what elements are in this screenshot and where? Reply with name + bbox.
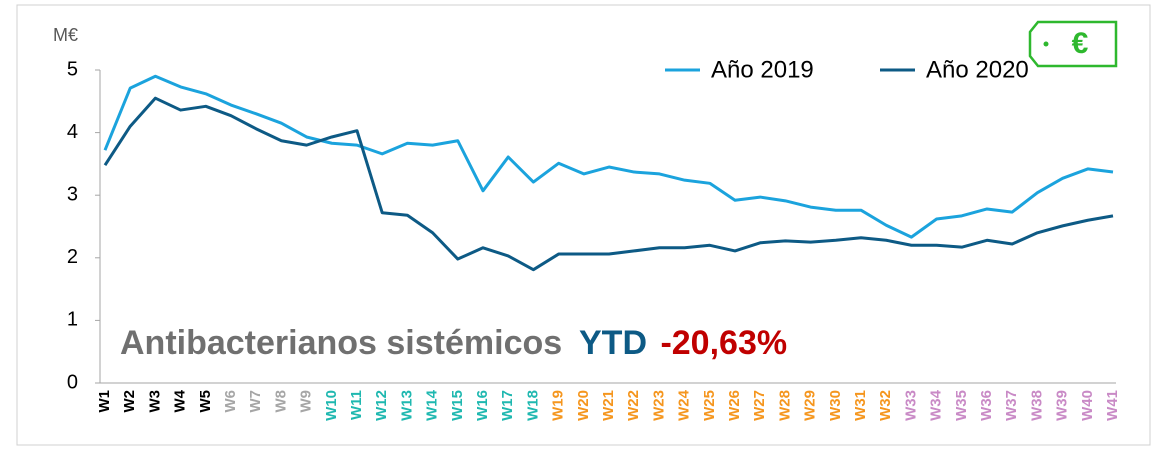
x-tick-label: W27 bbox=[751, 390, 768, 421]
x-tick-label: W9 bbox=[298, 390, 315, 413]
y-unit: M€ bbox=[53, 25, 78, 45]
y-tick-label: 3 bbox=[67, 183, 78, 205]
badge-tag bbox=[1028, 20, 1118, 68]
x-tick-label: W38 bbox=[1028, 390, 1045, 421]
x-tick-label: W2 bbox=[121, 390, 138, 413]
legend-label: Año 2019 bbox=[711, 56, 814, 83]
x-tick-label: W19 bbox=[550, 390, 567, 421]
x-tick-label: W12 bbox=[373, 390, 390, 421]
annotation-ytd: YTD bbox=[579, 324, 647, 362]
x-tick-label: W20 bbox=[575, 390, 592, 421]
x-tick-label: W17 bbox=[499, 390, 516, 421]
x-tick-label: W8 bbox=[272, 390, 289, 413]
x-tick-label: W30 bbox=[827, 390, 844, 421]
x-tick-label: W6 bbox=[222, 390, 239, 413]
x-tick-label: W34 bbox=[928, 389, 945, 421]
x-tick-label: W39 bbox=[1054, 390, 1071, 421]
y-tick-label: 0 bbox=[67, 371, 78, 393]
x-tick-label: W5 bbox=[197, 390, 214, 413]
x-tick-label: W24 bbox=[676, 389, 693, 421]
x-tick-label: W22 bbox=[625, 390, 642, 421]
x-tick-label: W31 bbox=[852, 390, 869, 421]
badge-text: € bbox=[1072, 27, 1089, 60]
x-tick-label: W25 bbox=[701, 390, 718, 421]
badge-dot bbox=[1043, 41, 1049, 47]
x-tick-label: W29 bbox=[802, 390, 819, 421]
x-tick-label: W18 bbox=[524, 390, 541, 421]
x-tick-label: W23 bbox=[650, 390, 667, 421]
badge: € bbox=[1028, 20, 1118, 68]
x-tick-label: W7 bbox=[247, 390, 264, 413]
annotation: Antibacterianos sistémicos YTD -20,63% bbox=[120, 324, 787, 362]
x-tick-label: W11 bbox=[348, 390, 365, 420]
series-line bbox=[103, 74, 1114, 239]
annotation-change: -20,63% bbox=[660, 324, 787, 362]
series-line bbox=[103, 96, 1114, 272]
y-tick-label: 2 bbox=[67, 246, 78, 268]
y-tick-label: 1 bbox=[67, 309, 78, 331]
x-tick-label: W33 bbox=[902, 390, 919, 421]
x-tick-label: W28 bbox=[776, 390, 793, 421]
x-tick-label: W36 bbox=[978, 390, 995, 421]
x-tick-label: W35 bbox=[953, 390, 970, 421]
chart-frame bbox=[16, 4, 1151, 446]
x-tick-label: W14 bbox=[424, 389, 441, 421]
x-tick-label: W40 bbox=[1079, 390, 1096, 421]
x-tick-label: W10 bbox=[323, 390, 340, 421]
x-tick-label: W4 bbox=[172, 389, 189, 412]
x-tick-label: W1 bbox=[96, 390, 113, 413]
legend-label: Año 2020 bbox=[926, 56, 1029, 83]
x-tick-label: W37 bbox=[1003, 390, 1020, 421]
x-tick-label: W13 bbox=[398, 390, 415, 421]
x-tick-label: W15 bbox=[449, 390, 466, 421]
x-tick-label: W16 bbox=[474, 390, 491, 421]
y-tick-label: 5 bbox=[67, 58, 78, 80]
x-tick-label: W3 bbox=[146, 390, 163, 413]
annotation-label: Antibacterianos sistémicos bbox=[120, 324, 562, 362]
x-tick-label: W32 bbox=[877, 390, 894, 421]
x-tick-label: W41 bbox=[1104, 390, 1121, 421]
x-tick-label: W26 bbox=[726, 390, 743, 421]
x-tick-label: W21 bbox=[600, 390, 617, 421]
y-tick-label: 4 bbox=[67, 121, 78, 143]
